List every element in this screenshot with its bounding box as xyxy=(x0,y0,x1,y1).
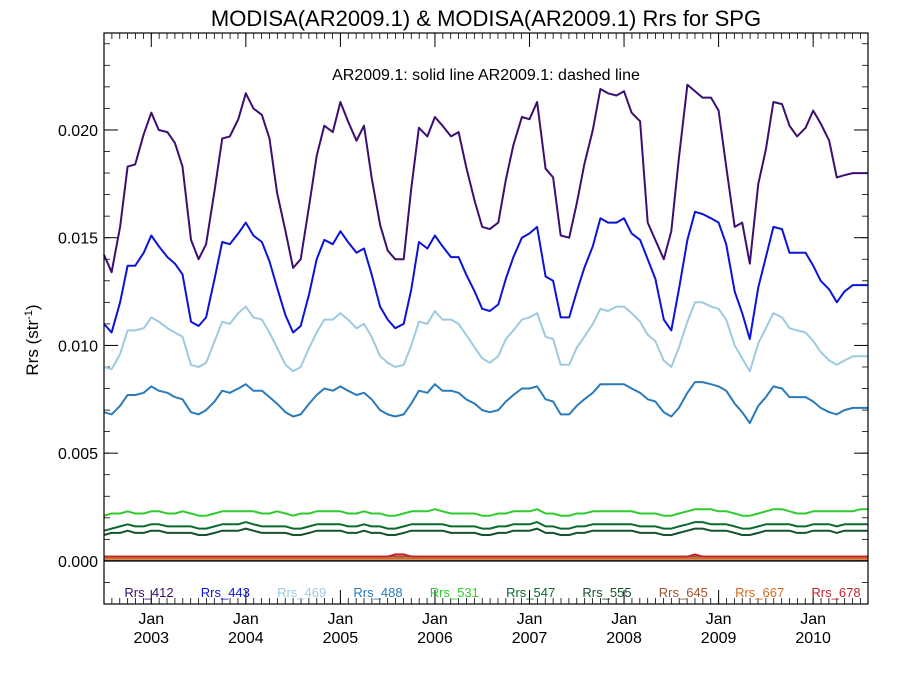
x-tick-year: 2009 xyxy=(701,630,737,647)
y-tick-label: 0.010 xyxy=(58,338,98,355)
x-tick-year: 2010 xyxy=(795,630,831,647)
legend-label-rrs-469: Rrs_469 xyxy=(277,585,326,600)
y-tick-label: 0.015 xyxy=(58,231,98,248)
legend-label-rrs-645: Rrs_645 xyxy=(659,585,708,600)
x-tick-month: Jan xyxy=(611,611,637,628)
x-tick-month: Jan xyxy=(138,611,164,628)
y-tick-label: 0.000 xyxy=(58,554,98,571)
chart-annotation: AR2009.1: solid line AR2009.1: dashed li… xyxy=(332,67,640,84)
x-tick-month: Jan xyxy=(517,611,543,628)
legend-label-rrs-678: Rrs_678 xyxy=(811,585,860,600)
legend-label-rrs-547: Rrs_547 xyxy=(506,585,555,600)
legend-label-rrs-443: Rrs_443 xyxy=(201,585,250,600)
x-tick-year: 2003 xyxy=(133,630,169,647)
x-tick-month: Jan xyxy=(706,611,732,628)
legend-label-rrs-488: Rrs_488 xyxy=(353,585,402,600)
legend: Rrs_412 Rrs_443 Rrs_469 Rrs_488 Rrs_531 Rrs_5… xyxy=(124,585,860,600)
x-tick-year: 2004 xyxy=(228,630,264,647)
x-tick-year: 2007 xyxy=(512,630,548,647)
y-tick-label: 0.005 xyxy=(58,446,98,463)
axes: 0.000 0.005 0.010 0.015 0.020 Jan 2003 Jan 2004 J… xyxy=(58,33,868,647)
series-line-rrs-488 xyxy=(103,381,868,424)
legend-label-rrs-667: Rrs_667 xyxy=(735,585,784,600)
legend-label-rrs-531: Rrs_531 xyxy=(430,585,479,600)
y-tick-label: 0.020 xyxy=(58,123,98,140)
x-tick-month: Jan xyxy=(233,611,259,628)
x-tick-month: Jan xyxy=(327,611,353,628)
series-line-rrs-469 xyxy=(103,301,868,373)
series-lines xyxy=(103,83,868,560)
series-line-rrs-555 xyxy=(103,527,868,536)
x-tick-month: Jan xyxy=(422,611,448,628)
series-line-rrs-531 xyxy=(103,508,868,517)
x-tick-year: 2005 xyxy=(323,630,359,647)
series-line-rrs-547 xyxy=(103,521,868,532)
x-tick-year: 2006 xyxy=(417,630,453,647)
series-line-rrs-443 xyxy=(103,210,868,340)
legend-label-rrs-412: Rrs_412 xyxy=(124,585,173,600)
series-line-rrs-412 xyxy=(103,83,868,274)
legend-label-rrs-555: Rrs_555 xyxy=(582,585,631,600)
chart-title: MODISA(AR2009.1) & MODISA(AR2009.1) Rrs … xyxy=(211,6,761,31)
y-axis-label: Rrs (str-1) xyxy=(23,304,42,375)
plot-frame xyxy=(103,32,869,605)
x-tick-year: 2008 xyxy=(606,630,642,647)
x-tick-month: Jan xyxy=(800,611,826,628)
series-line-rrs-678 xyxy=(104,553,868,558)
